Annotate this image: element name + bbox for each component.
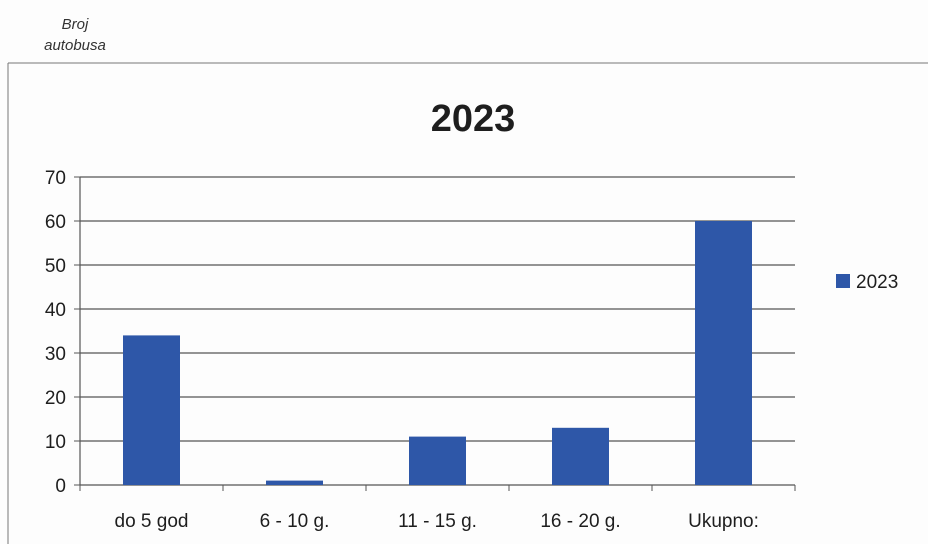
bars xyxy=(123,221,752,485)
bar xyxy=(409,436,466,485)
x-tick-labels: do 5 god 6 - 10 g. 11 - 15 g. 16 - 20 g. Uku… xyxy=(115,511,759,532)
y-tick-label: 0 xyxy=(55,476,66,497)
bar xyxy=(552,427,609,485)
y-tick-label: 30 xyxy=(45,344,66,365)
x-tick-label: 11 - 15 g. xyxy=(398,511,477,532)
y-tick-label: 50 xyxy=(45,256,66,277)
gridlines xyxy=(80,176,795,442)
bar xyxy=(695,221,752,485)
bar xyxy=(123,335,180,485)
y-tick-label: 20 xyxy=(45,388,66,409)
x-tick-label: 6 - 10 g. xyxy=(260,511,330,532)
legend-swatch xyxy=(836,274,850,288)
chart-title: 2023 xyxy=(431,98,516,140)
legend-label: 2023 xyxy=(856,272,898,293)
y-tick-label: 60 xyxy=(45,212,66,233)
x-tick-label: do 5 god xyxy=(115,511,189,532)
x-tick-label: 16 - 20 g. xyxy=(540,511,620,532)
y-tick-label: 10 xyxy=(45,432,66,453)
legend: 2023 xyxy=(836,272,898,293)
x-tick-label: Ukupno: xyxy=(688,511,759,532)
y-tick-label: 70 xyxy=(45,168,66,189)
y-tick-labels: 0 10 20 30 40 50 60 70 xyxy=(45,168,66,497)
y-axis-caption: Broj autobusa xyxy=(44,16,106,54)
bar xyxy=(266,480,323,485)
y-tick-label: 40 xyxy=(45,300,66,321)
